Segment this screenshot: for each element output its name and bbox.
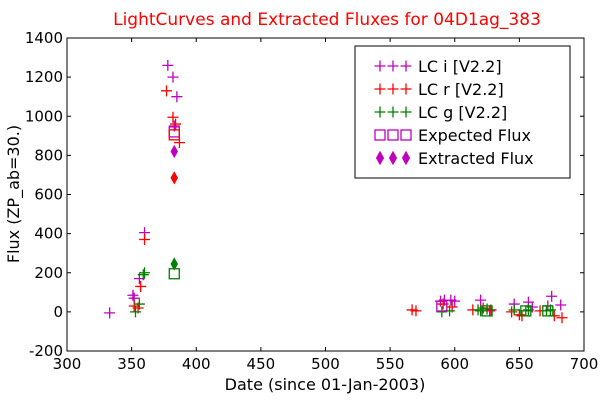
point-plus-s1 — [556, 312, 568, 324]
legend-marker-0 — [387, 60, 399, 72]
x-tick-label: 500 — [311, 355, 340, 373]
point-square-s3 — [481, 305, 493, 317]
point-plus-s1 — [135, 280, 147, 292]
x-tick-label: 600 — [440, 355, 469, 373]
legend-label-3: Expected Flux — [418, 126, 531, 145]
x-tick-label: 300 — [53, 355, 82, 373]
point-plus-s2 — [133, 298, 145, 310]
point-plus-s1 — [410, 305, 422, 317]
point-square-s3 — [520, 305, 532, 317]
point-plus-s0 — [171, 91, 183, 103]
legend: LC i [V2.2] LC r [V2.2] LC g [V2.2] Expecte… — [354, 45, 571, 179]
legend-marker-2 — [374, 106, 386, 118]
data-marks — [104, 59, 568, 324]
y-tick-label: 1000 — [25, 107, 63, 125]
x-tick-label: 350 — [117, 355, 146, 373]
point-plus-s0 — [127, 289, 139, 301]
point-square-s3 — [168, 129, 180, 141]
legend-marker-0 — [400, 60, 412, 72]
y-tick-label: 1400 — [25, 29, 63, 47]
point-plus-s0 — [167, 71, 179, 83]
legend-marker-4 — [401, 150, 411, 166]
point-plus-s1 — [139, 233, 151, 245]
x-tick-label: 700 — [570, 355, 599, 373]
y-tick-label: 400 — [34, 225, 63, 243]
point-plus-s0 — [475, 294, 487, 306]
chart-title: LightCurves and Extracted Fluxes for 04D… — [113, 10, 541, 30]
point-diamond-s4 — [170, 144, 179, 159]
point-plus-s2 — [139, 267, 151, 279]
legend-marker-0 — [374, 60, 386, 72]
legend-marker-4 — [388, 150, 398, 166]
point-plus-s1 — [167, 111, 179, 123]
legend-marker-4 — [375, 150, 385, 166]
point-plus-s2 — [520, 305, 532, 317]
y-tick-label: 600 — [34, 186, 63, 204]
legend-marker-1 — [374, 83, 386, 95]
point-plus-s2 — [508, 304, 520, 316]
y-tick-label: -200 — [29, 342, 63, 360]
x-tick-label: 650 — [505, 355, 534, 373]
point-plus-s1 — [513, 309, 525, 321]
legend-marker-2 — [387, 106, 399, 118]
legend-marker-2 — [400, 106, 412, 118]
point-plus-s2 — [475, 305, 487, 317]
point-diamond-s4 — [170, 171, 179, 185]
x-tick-label: 400 — [182, 355, 211, 373]
point-plus-s0 — [546, 290, 558, 302]
point-plus-s0 — [555, 299, 567, 311]
legend-marker-3 — [374, 129, 386, 141]
axis-ticks: 300 350 400 450 500 550 600 650 700 -200 0 200 400 60… — [25, 29, 599, 373]
legend-label-1: LC r [V2.2] — [418, 80, 504, 99]
point-plus-s0 — [449, 295, 461, 307]
legend-marker-1 — [387, 83, 399, 95]
point-plus-s2 — [137, 269, 149, 281]
y-tick-label: 200 — [34, 264, 63, 282]
legend-label-0: LC i [V2.2] — [418, 57, 502, 76]
legend-marker-1 — [400, 83, 412, 95]
x-tick-label: 450 — [247, 355, 276, 373]
point-square-s3 — [436, 300, 448, 312]
point-plus-s1 — [161, 85, 173, 97]
legend-marker-3 — [400, 129, 412, 141]
point-plus-s1 — [170, 118, 182, 130]
point-plus-s2 — [130, 306, 142, 318]
point-plus-s0 — [162, 59, 174, 71]
point-plus-s0 — [104, 307, 116, 319]
y-tick-label: 0 — [53, 303, 63, 321]
point-plus-s1 — [506, 306, 518, 318]
x-axis-label: Date (since 01-Jan-2003) — [225, 375, 426, 394]
point-square-s3 — [542, 305, 554, 317]
y-tick-label: 1200 — [25, 68, 63, 86]
legend-label-4: Extracted Flux — [418, 149, 534, 168]
legend-label-2: LC g [V2.2] — [418, 103, 507, 122]
y-tick-label: 800 — [34, 146, 63, 164]
y-axis-label: Flux (ZP_ab=30.) — [4, 125, 24, 263]
point-diamond-s4 — [170, 257, 179, 271]
legend-marker-3 — [387, 129, 399, 141]
x-tick-label: 550 — [376, 355, 405, 373]
point-plus-s2 — [436, 306, 448, 318]
